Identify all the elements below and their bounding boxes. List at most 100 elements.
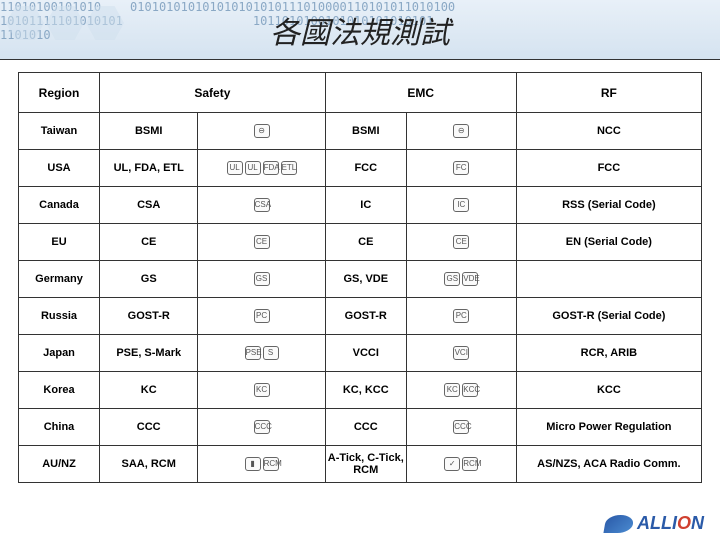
cell-region: Japan xyxy=(19,335,100,372)
ctick-icon: ✓ xyxy=(444,457,460,471)
cell-region: USA xyxy=(19,150,100,187)
cell-emc-icons: PC xyxy=(406,298,516,335)
header-safety: Safety xyxy=(100,73,326,113)
gs-icon: GS xyxy=(444,272,460,286)
cell-region: Russia xyxy=(19,298,100,335)
cell-safety-icons: PSES xyxy=(198,335,325,372)
table-row: GermanyGSGSGS, VDEGSVDE xyxy=(19,261,702,298)
logo-text: ALLION xyxy=(637,513,704,534)
cell-emc: KC, KCC xyxy=(325,372,406,409)
ul-icon: UL xyxy=(227,161,243,175)
cell-emc-icons: VCI xyxy=(406,335,516,372)
vde-icon: VDE xyxy=(462,272,478,286)
cell-emc: BSMI xyxy=(325,113,406,150)
cell-emc-icons: KCKCC xyxy=(406,372,516,409)
cell-emc: VCCI xyxy=(325,335,406,372)
logo-letter-accent: O xyxy=(677,513,691,533)
cell-region: Korea xyxy=(19,372,100,409)
content-area: Region Safety EMC RF TaiwanBSMI⊖BSMI⊖NCC… xyxy=(0,60,720,489)
cell-rf: EN (Serial Code) xyxy=(516,224,701,261)
header-emc: EMC xyxy=(325,73,516,113)
header-region: Region xyxy=(19,73,100,113)
cell-safety: BSMI xyxy=(100,113,198,150)
cell-safety-icons: GS xyxy=(198,261,325,298)
cell-rf: NCC xyxy=(516,113,701,150)
cell-rf: Micro Power Regulation xyxy=(516,409,701,446)
logo-letter: N xyxy=(691,513,704,533)
cell-emc: IC xyxy=(325,187,406,224)
table-row: CanadaCSACSAICICRSS (Serial Code) xyxy=(19,187,702,224)
cell-emc-icons: GSVDE xyxy=(406,261,516,298)
cell-safety: KC xyxy=(100,372,198,409)
cell-rf: AS/NZS, ACA Radio Comm. xyxy=(516,446,701,483)
fcc-icon: FC xyxy=(453,161,469,175)
smark-icon: S xyxy=(263,346,279,360)
gs-icon: GS xyxy=(254,272,270,286)
gost-icon: PC xyxy=(254,309,270,323)
cell-emc: GOST-R xyxy=(325,298,406,335)
cell-safety-icons: KC xyxy=(198,372,325,409)
bsmi-icon: ⊖ xyxy=(254,124,270,138)
cell-safety-icons: CCC xyxy=(198,409,325,446)
cell-region: China xyxy=(19,409,100,446)
cell-emc-icons: ✓RCM xyxy=(406,446,516,483)
cell-region: Germany xyxy=(19,261,100,298)
pse-icon: PSE xyxy=(245,346,261,360)
cell-safety: SAA, RCM xyxy=(100,446,198,483)
cell-emc-icons: CE xyxy=(406,224,516,261)
ce-icon: CE xyxy=(453,235,469,249)
cell-emc-icons: ⊖ xyxy=(406,113,516,150)
cell-safety-icons: ULULFDAETL xyxy=(198,150,325,187)
cell-region: Taiwan xyxy=(19,113,100,150)
cell-emc: FCC xyxy=(325,150,406,187)
logo-swoosh-icon xyxy=(603,515,634,533)
cell-rf: KCC xyxy=(516,372,701,409)
fda-icon: FDA xyxy=(263,161,279,175)
cell-safety: CSA xyxy=(100,187,198,224)
kcc-icon: KCC xyxy=(462,383,478,397)
cell-safety: CE xyxy=(100,224,198,261)
rcm-icon: RCM xyxy=(263,457,279,471)
cell-safety: GOST-R xyxy=(100,298,198,335)
ccc-icon: CCC xyxy=(453,420,469,434)
page-header: 11010100101010 0101010101010101010101110… xyxy=(0,0,720,60)
header-rf: RF xyxy=(516,73,701,113)
ce-icon: CE xyxy=(254,235,270,249)
table-row: JapanPSE, S-MarkPSESVCCIVCIRCR, ARIB xyxy=(19,335,702,372)
cell-safety: CCC xyxy=(100,409,198,446)
csa-icon: CSA xyxy=(254,198,270,212)
gost-icon: PC xyxy=(453,309,469,323)
page-title: 各國法規測試 xyxy=(0,8,720,52)
kc-icon: KC xyxy=(444,383,460,397)
cell-rf xyxy=(516,261,701,298)
ul2-icon: UL xyxy=(245,161,261,175)
cell-safety-icons: PC xyxy=(198,298,325,335)
ccc-icon: CCC xyxy=(254,420,270,434)
cell-safety: UL, FDA, ETL xyxy=(100,150,198,187)
bsmi-icon: ⊖ xyxy=(453,124,469,138)
ic-icon: IC xyxy=(453,198,469,212)
cell-emc: GS, VDE xyxy=(325,261,406,298)
cell-emc: A-Tick, C-Tick, RCM xyxy=(325,446,406,483)
cell-region: Canada xyxy=(19,187,100,224)
cell-region: AU/NZ xyxy=(19,446,100,483)
cell-rf: RSS (Serial Code) xyxy=(516,187,701,224)
etl-icon: ETL xyxy=(281,161,297,175)
cell-safety: PSE, S-Mark xyxy=(100,335,198,372)
table-row: TaiwanBSMI⊖BSMI⊖NCC xyxy=(19,113,702,150)
regulations-table: Region Safety EMC RF TaiwanBSMI⊖BSMI⊖NCC… xyxy=(18,72,702,483)
cell-emc-icons: FC xyxy=(406,150,516,187)
cell-emc-icons: IC xyxy=(406,187,516,224)
cell-emc: CCC xyxy=(325,409,406,446)
cell-safety-icons: ⊖ xyxy=(198,113,325,150)
cell-safety-icons: CE xyxy=(198,224,325,261)
footer-logo: ALLION xyxy=(605,513,704,534)
table-row: RussiaGOST-RPCGOST-RPCGOST-R (Serial Cod… xyxy=(19,298,702,335)
kc-icon: KC xyxy=(254,383,270,397)
table-row: USAUL, FDA, ETLULULFDAETLFCCFCFCC xyxy=(19,150,702,187)
vcci-icon: VCI xyxy=(453,346,469,360)
cell-rf: GOST-R (Serial Code) xyxy=(516,298,701,335)
cell-safety: GS xyxy=(100,261,198,298)
cell-rf: RCR, ARIB xyxy=(516,335,701,372)
cell-safety-icons: CSA xyxy=(198,187,325,224)
